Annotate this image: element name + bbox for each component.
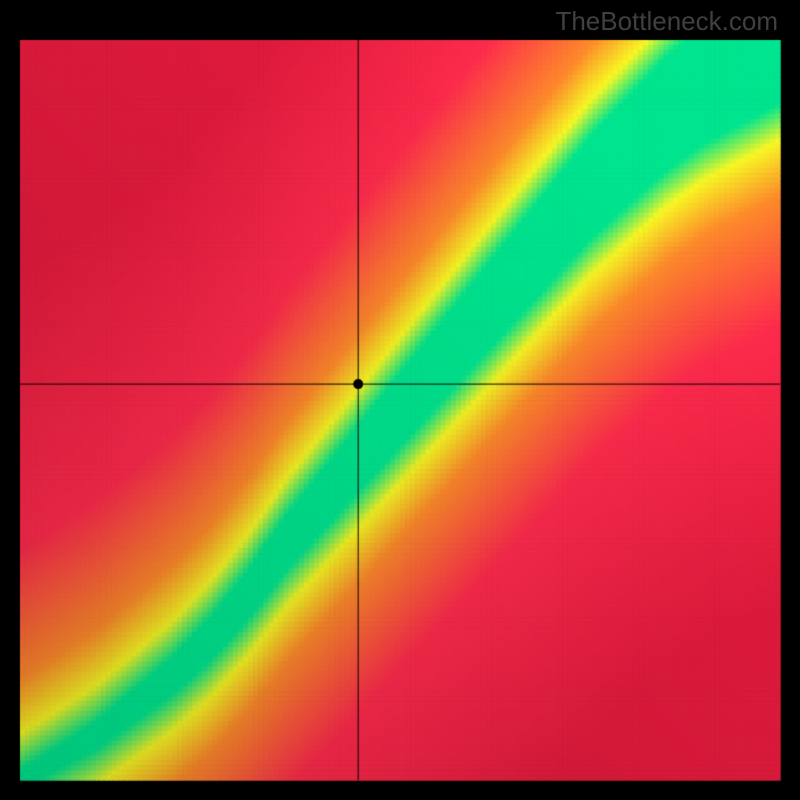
watermark-text: TheBottleneck.com <box>555 6 778 37</box>
chart-container: TheBottleneck.com <box>0 0 800 800</box>
bottleneck-heatmap <box>0 0 800 800</box>
